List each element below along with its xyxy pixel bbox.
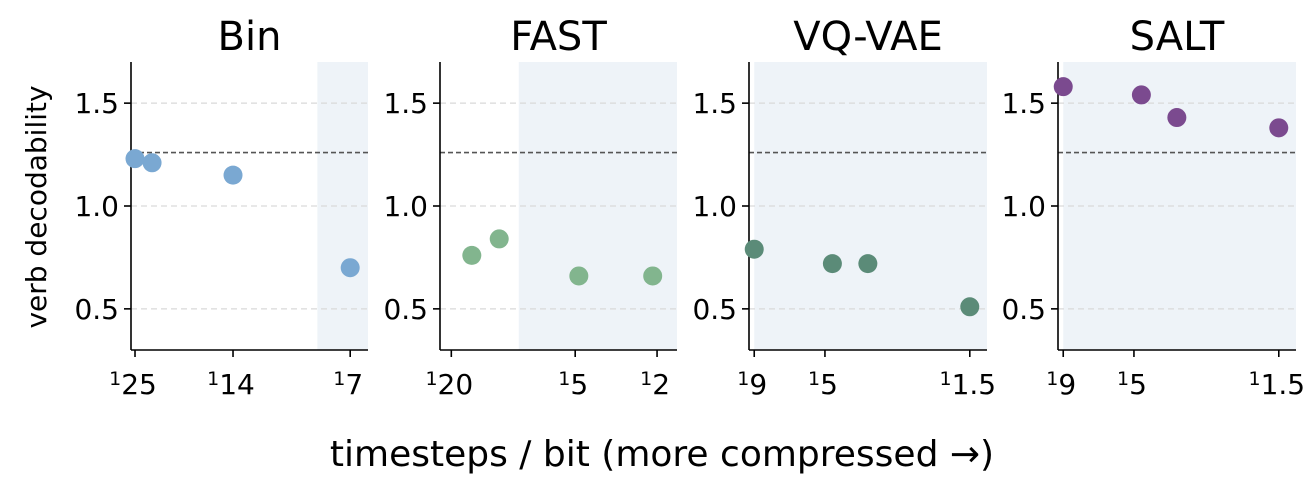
data-point [744, 239, 764, 259]
data-point [223, 165, 243, 185]
data-point [643, 266, 663, 286]
x-tick-denominator: 2 [652, 368, 670, 401]
x-tick-label: 19 [1046, 368, 1076, 401]
x-tick-denominator: 9 [749, 368, 767, 401]
x-tick-numerator: 1 [808, 368, 820, 390]
x-tick-denominator: 5 [820, 368, 838, 401]
x-tick-denominator: 9 [1058, 368, 1076, 401]
y-tick-label: 1.0 [692, 190, 737, 223]
x-tick-label: 15 [808, 368, 838, 401]
x-tick-numerator: 1 [640, 368, 652, 390]
x-tick-numerator: 1 [737, 368, 749, 390]
data-point [822, 254, 842, 274]
x-tick-label: 11.5 [1248, 368, 1305, 401]
x-tick-denominator: 1.5 [1261, 368, 1306, 401]
x-axis-label: timesteps / bit (more compressed →) [330, 434, 994, 475]
data-point [125, 149, 145, 169]
data-point [489, 229, 509, 249]
x-tick-numerator: 1 [207, 368, 219, 390]
data-point [858, 254, 878, 274]
y-tick-label: 1.5 [74, 87, 119, 120]
y-tick-label: 0.5 [74, 293, 119, 326]
data-point [462, 245, 482, 265]
data-point [340, 258, 360, 278]
data-point [1269, 118, 1289, 138]
y-tick-label: 1.5 [692, 87, 737, 120]
panel-title: SALT [1130, 14, 1225, 60]
x-tick-label: 12 [640, 368, 670, 401]
x-tick-numerator: 1 [1046, 368, 1058, 390]
x-tick-numerator: 1 [1248, 368, 1260, 390]
panel-title: VQ-VAE [793, 14, 943, 60]
data-point [1167, 108, 1187, 128]
y-tick-label: 0.5 [383, 293, 428, 326]
y-tick-label: 1.0 [74, 190, 119, 223]
x-tick-denominator: 25 [121, 368, 157, 401]
x-tick-denominator: 5 [570, 368, 588, 401]
x-tick-denominator: 20 [438, 368, 474, 401]
x-tick-numerator: 1 [1117, 368, 1129, 390]
y-tick-label: 1.5 [383, 87, 428, 120]
x-tick-label: 11.5 [939, 368, 996, 401]
x-tick-label: 19 [737, 368, 767, 401]
y-tick-label: 1.5 [1001, 87, 1046, 120]
panel-title: Bin [218, 14, 282, 60]
x-tick-denominator: 5 [1129, 368, 1147, 401]
y-tick-label: 1.0 [1001, 190, 1046, 223]
x-tick-label: 15 [558, 368, 588, 401]
x-tick-denominator: 14 [219, 368, 255, 401]
y-tick-label: 0.5 [692, 293, 737, 326]
y-tick-label: 0.5 [1001, 293, 1046, 326]
x-tick-label: 15 [1117, 368, 1147, 401]
data-point [1131, 85, 1151, 105]
x-tick-label: 120 [425, 368, 473, 401]
panel-title: FAST [510, 14, 607, 60]
x-tick-numerator: 1 [939, 368, 951, 390]
panel-vq-vae: 0.51.01.519 15 11.5VQ-VAE [692, 14, 996, 401]
x-tick-numerator: 1 [425, 368, 437, 390]
x-tick-numerator: 1 [333, 368, 345, 390]
x-tick-label: 114 [207, 368, 255, 401]
x-tick-denominator: 1.5 [952, 368, 997, 401]
data-point [960, 297, 980, 317]
x-tick-denominator: 7 [345, 368, 363, 401]
x-tick-label: 125 [109, 368, 157, 401]
x-tick-numerator: 1 [558, 368, 570, 390]
y-tick-label: 1.0 [383, 190, 428, 223]
y-axis-label: verb decodability [20, 85, 53, 328]
x-tick-label: 17 [333, 368, 363, 401]
data-point [142, 153, 162, 173]
data-point [569, 266, 589, 286]
data-point [1053, 77, 1073, 97]
x-tick-numerator: 1 [109, 368, 121, 390]
